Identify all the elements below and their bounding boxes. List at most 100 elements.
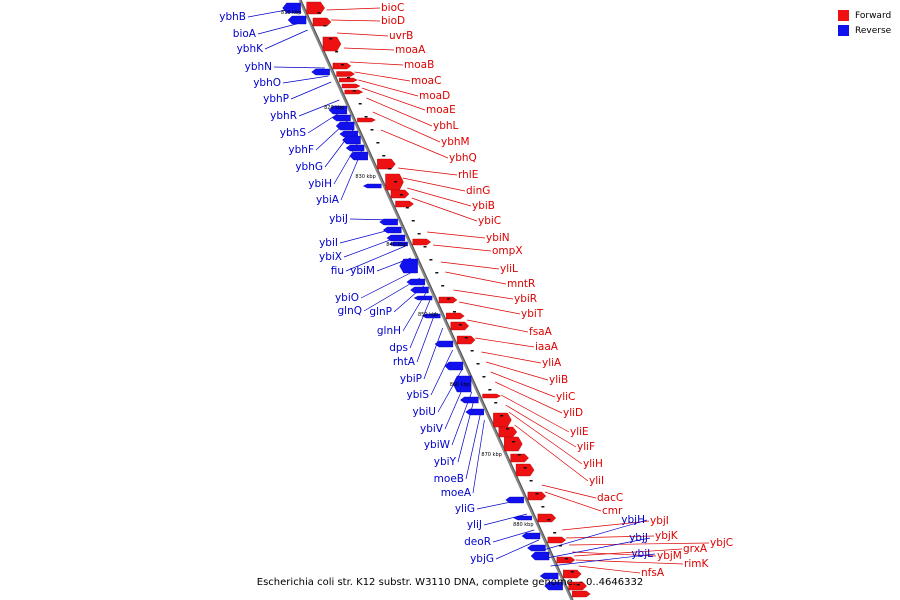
reverse-gene-label[interactable]: rhtA (393, 356, 416, 368)
forward-gene-label[interactable]: yliB (549, 374, 568, 386)
reverse-gene-label[interactable]: bioA (233, 28, 257, 40)
reverse-gene-glyph[interactable] (521, 532, 541, 540)
reverse-gene-label[interactable]: ybhR (270, 110, 297, 122)
reverse-gene-label[interactable]: ybjJ (629, 532, 648, 544)
forward-gene-glyph[interactable] (563, 569, 582, 579)
reverse-gene-label[interactable]: ybiU (413, 406, 436, 418)
forward-gene-label[interactable]: moaD (419, 90, 450, 102)
reverse-gene-label[interactable]: dps (389, 342, 408, 354)
forward-gene-label[interactable]: yliD (563, 407, 583, 419)
forward-gene-glyph[interactable] (572, 590, 591, 598)
forward-gene-glyph[interactable] (568, 581, 587, 591)
forward-gene-label[interactable]: yliE (570, 426, 589, 438)
forward-gene-glyph[interactable] (537, 513, 557, 523)
reverse-gene-label[interactable]: ybiA (316, 194, 340, 206)
reverse-gene-glyph[interactable] (527, 544, 546, 552)
forward-gene-label[interactable]: yliH (583, 458, 603, 470)
reverse-gene-glyph[interactable] (465, 408, 484, 416)
reverse-gene-glyph[interactable] (328, 105, 348, 115)
forward-gene-label[interactable]: grxA (683, 543, 708, 555)
forward-gene-glyph[interactable] (312, 17, 332, 27)
forward-gene-glyph[interactable] (377, 158, 396, 170)
forward-gene-label[interactable]: moaB (404, 59, 434, 71)
reverse-gene-label[interactable]: ybiS (407, 389, 430, 401)
reverse-gene-glyph[interactable] (379, 218, 398, 226)
reverse-gene-label[interactable]: ybhP (263, 93, 289, 105)
forward-gene-glyph[interactable] (344, 89, 364, 95)
reverse-gene-glyph[interactable] (459, 396, 479, 404)
forward-gene-glyph[interactable] (332, 62, 352, 70)
reverse-gene-label[interactable]: glnH (377, 325, 401, 337)
reverse-gene-glyph[interactable] (342, 135, 361, 145)
forward-gene-label[interactable]: ybjK (655, 530, 679, 542)
forward-gene-label[interactable]: ybhM (441, 136, 470, 148)
reverse-gene-glyph[interactable] (410, 286, 429, 294)
forward-gene-label[interactable]: nfsA (641, 567, 665, 579)
reverse-gene-glyph[interactable] (282, 2, 301, 14)
forward-gene-glyph[interactable] (322, 36, 342, 52)
reverse-gene-label[interactable]: yliJ (467, 519, 482, 531)
reverse-gene-label[interactable]: ybiJ (329, 213, 348, 225)
forward-gene-glyph[interactable] (395, 200, 414, 208)
forward-gene-label[interactable]: ybiN (486, 232, 510, 244)
reverse-gene-glyph[interactable] (406, 278, 426, 286)
reverse-gene-label[interactable]: ybhB (219, 11, 246, 23)
forward-gene-glyph[interactable] (556, 556, 576, 564)
reverse-gene-glyph[interactable] (399, 258, 418, 274)
forward-gene-label[interactable]: yliC (556, 391, 575, 403)
forward-gene-label[interactable]: moaA (395, 44, 426, 56)
reverse-gene-label[interactable]: moeB (434, 473, 464, 485)
forward-gene-label[interactable]: moaC (411, 75, 441, 87)
reverse-gene-label[interactable]: deoR (464, 536, 491, 548)
reverse-gene-label[interactable]: yliG (455, 503, 475, 515)
reverse-gene-label[interactable]: ybiY (434, 456, 457, 468)
reverse-gene-glyph[interactable] (452, 375, 472, 393)
reverse-gene-label[interactable]: ybiX (319, 251, 342, 263)
reverse-gene-glyph[interactable] (434, 340, 454, 348)
reverse-gene-label[interactable]: ybhG (295, 161, 323, 173)
forward-gene-label[interactable]: bioC (381, 2, 404, 14)
reverse-gene-glyph[interactable] (544, 581, 563, 591)
reverse-gene-glyph[interactable] (444, 361, 464, 371)
forward-gene-label[interactable]: bioD (381, 15, 405, 27)
forward-gene-label[interactable]: dacC (597, 492, 623, 504)
forward-gene-glyph[interactable] (493, 412, 512, 428)
forward-gene-glyph[interactable] (547, 536, 567, 544)
reverse-gene-label[interactable]: ybiH (308, 178, 332, 190)
forward-gene-label[interactable]: yliI (589, 475, 604, 487)
reverse-gene-glyph[interactable] (386, 234, 406, 242)
forward-gene-glyph[interactable] (510, 453, 529, 463)
reverse-gene-label[interactable]: ybhS (280, 127, 307, 139)
forward-gene-label[interactable]: moaE (426, 104, 456, 116)
reverse-gene-glyph[interactable] (413, 295, 433, 301)
forward-gene-label[interactable]: ompX (492, 245, 523, 257)
forward-gene-label[interactable]: yliA (542, 357, 562, 369)
reverse-gene-glyph[interactable] (362, 183, 382, 189)
forward-gene-label[interactable]: mntR (507, 278, 535, 290)
forward-gene-label[interactable]: uvrB (389, 30, 413, 42)
reverse-gene-glyph[interactable] (332, 114, 351, 122)
reverse-gene-glyph[interactable] (505, 496, 524, 504)
reverse-gene-glyph[interactable] (311, 68, 330, 76)
forward-gene-glyph[interactable] (482, 393, 501, 399)
forward-gene-label[interactable]: ybjM (657, 550, 682, 562)
reverse-gene-glyph[interactable] (287, 15, 307, 25)
forward-gene-glyph[interactable] (412, 238, 432, 246)
reverse-gene-label[interactable]: ybiV (420, 423, 444, 435)
reverse-gene-label[interactable]: ybiW (424, 439, 451, 451)
forward-gene-glyph[interactable] (438, 296, 458, 304)
forward-gene-glyph[interactable] (504, 436, 523, 452)
reverse-gene-label[interactable]: ybiI (319, 237, 338, 249)
reverse-gene-glyph[interactable] (421, 313, 441, 319)
forward-gene-label[interactable]: ybhQ (449, 152, 477, 164)
reverse-gene-label[interactable]: ybjG (470, 553, 494, 565)
forward-gene-glyph[interactable] (306, 1, 325, 15)
forward-gene-label[interactable]: ybjI (650, 515, 669, 527)
forward-gene-glyph[interactable] (339, 77, 358, 83)
forward-gene-label[interactable]: rhlE (458, 169, 478, 181)
forward-gene-glyph[interactable] (456, 335, 476, 345)
reverse-gene-glyph[interactable] (513, 515, 533, 521)
forward-gene-label[interactable]: cmr (602, 505, 623, 517)
reverse-gene-label[interactable]: ybhN (245, 61, 272, 73)
forward-gene-label[interactable]: ybhL (433, 120, 459, 132)
